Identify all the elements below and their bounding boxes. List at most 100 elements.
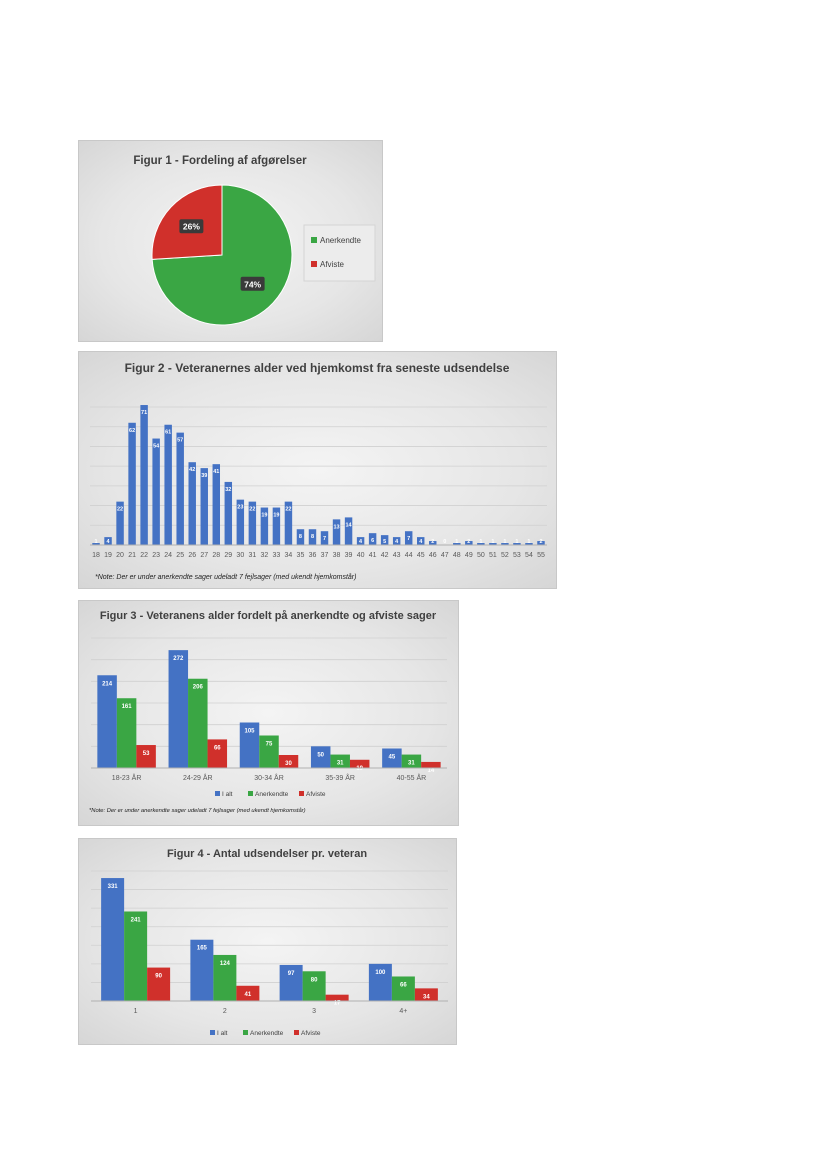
x-tick-label: 1 bbox=[134, 1008, 138, 1015]
x-tick-label: 22 bbox=[140, 552, 148, 559]
bar-data-label: 45 bbox=[389, 755, 396, 761]
bar-age-25 bbox=[176, 432, 184, 545]
bar-anerkendte bbox=[401, 754, 422, 768]
x-tick-label: 48 bbox=[453, 552, 461, 559]
bar-age-38 bbox=[332, 519, 341, 545]
bar-data-label: 124 bbox=[220, 961, 231, 967]
bar-age-23 bbox=[152, 438, 160, 545]
bar-data-label: 14 bbox=[428, 768, 435, 774]
x-tick-label: 3 bbox=[312, 1008, 316, 1015]
x-tick-label: 35 bbox=[297, 552, 305, 559]
x-tick-label: 43 bbox=[393, 552, 401, 559]
bar-data-label: 14 bbox=[346, 522, 353, 528]
bar-data-label: 32 bbox=[225, 487, 231, 493]
bar-data-label: 331 bbox=[108, 884, 119, 890]
bar-age-21 bbox=[128, 422, 136, 545]
x-tick-label: 21 bbox=[128, 552, 136, 559]
chart-note: *Note: Der er under anerkendte sager ude… bbox=[95, 573, 356, 581]
bar-data-label: 41 bbox=[213, 469, 219, 475]
figure-4-grouped-bar-chart: Figur 4 - Antal udsendelser pr. veteran 3… bbox=[78, 838, 457, 1045]
legend-swatch-anerkendte bbox=[248, 791, 253, 796]
bar-data-label: 7 bbox=[323, 536, 326, 542]
x-tick-label: 35-39 ÅR bbox=[325, 773, 355, 782]
bar-age-45 bbox=[416, 537, 425, 545]
bar-age-39 bbox=[344, 517, 353, 545]
bar-afviste bbox=[147, 967, 171, 1001]
bar-age-30 bbox=[236, 499, 245, 545]
bar-data-label: 1 bbox=[491, 539, 494, 545]
bar-data-label: 19 bbox=[356, 766, 363, 772]
legend-entry-anerkendte: Anerkendte bbox=[255, 791, 289, 798]
bar-data-label: 2 bbox=[467, 539, 470, 545]
bar-i-alt bbox=[97, 675, 117, 768]
bar-data-label: 34 bbox=[423, 994, 430, 1000]
bar-data-label: 2 bbox=[431, 539, 434, 545]
chart-note: *Note: Der er under anerkendte sager ude… bbox=[89, 807, 306, 814]
bar-age-22 bbox=[140, 405, 148, 545]
bar-afviste bbox=[207, 739, 228, 768]
x-tick-label: 40-55 ÅR bbox=[397, 773, 427, 782]
pie-data-label: 74% bbox=[244, 279, 261, 289]
bar-age-52 bbox=[501, 543, 509, 545]
bar-i-alt bbox=[368, 963, 392, 1001]
bar-data-label: 90 bbox=[155, 974, 162, 980]
bar-i-alt bbox=[310, 746, 331, 768]
bar-age-35 bbox=[296, 529, 305, 545]
bar-data-label: 57 bbox=[177, 438, 183, 444]
x-tick-label: 28 bbox=[212, 552, 220, 559]
bar-afviste bbox=[414, 988, 438, 1001]
age-bar-chart-svg: Figur 2 - Veteranernes alder ved hjemkom… bbox=[90, 361, 547, 581]
bar-data-label: 4 bbox=[107, 539, 111, 545]
x-tick-label: 42 bbox=[381, 552, 389, 559]
pie-label-box bbox=[240, 276, 265, 291]
bar-data-label: 39 bbox=[201, 473, 207, 479]
bar-afviste bbox=[236, 985, 260, 1001]
bar-age-46 bbox=[429, 541, 437, 545]
bar-data-label: 75 bbox=[266, 742, 273, 748]
pie-chart-svg: Figur 1 - Fordeling af afgørelser 74% 26% A… bbox=[133, 155, 376, 326]
bar-data-label: 206 bbox=[193, 685, 204, 691]
bar-age-18 bbox=[92, 543, 100, 545]
x-tick-label: 33 bbox=[273, 552, 281, 559]
bar-data-label: 161 bbox=[122, 704, 133, 710]
bar-data-label: 22 bbox=[117, 507, 123, 513]
bar-data-label: 22 bbox=[285, 507, 291, 513]
pie-label-box bbox=[179, 219, 204, 234]
bar-age-37 bbox=[320, 531, 329, 545]
bar-data-label: 105 bbox=[244, 729, 255, 735]
x-tick-label: 18 bbox=[92, 552, 100, 559]
bar-age-53 bbox=[513, 543, 521, 545]
bar-age-55 bbox=[537, 541, 545, 545]
bar-data-label: 241 bbox=[131, 917, 142, 923]
bar-data-label: 17 bbox=[334, 1001, 341, 1007]
x-tick-label: 51 bbox=[489, 552, 497, 559]
bar-age-34 bbox=[284, 501, 293, 545]
x-tick-label: 23 bbox=[152, 552, 160, 559]
bar-data-label: 30 bbox=[285, 761, 292, 767]
x-tick-label: 44 bbox=[405, 552, 413, 559]
x-tick-label: 41 bbox=[369, 552, 377, 559]
legend-swatch-afviste bbox=[311, 261, 317, 267]
bar-anerkendte bbox=[116, 698, 137, 768]
bar-i-alt bbox=[168, 650, 189, 768]
x-tick-label: 2 bbox=[223, 1008, 227, 1015]
x-tick-label: 30-34 ÅR bbox=[254, 773, 284, 782]
bar-data-label: 66 bbox=[214, 745, 221, 751]
bar-age-48 bbox=[453, 543, 461, 545]
age-group-bar-chart-svg: Figur 3 - Veteranens alder fordelt på an… bbox=[89, 610, 447, 814]
bar-data-label: 61 bbox=[165, 430, 171, 436]
bar-afviste bbox=[278, 755, 299, 768]
bar-data-label: 62 bbox=[129, 428, 135, 434]
x-tick-label: 27 bbox=[200, 552, 208, 559]
bar-data-label: 4 bbox=[419, 539, 423, 545]
bar-age-36 bbox=[308, 529, 317, 545]
bar-i-alt bbox=[239, 722, 260, 768]
bar-data-label: 7 bbox=[407, 536, 410, 542]
bar-i-alt bbox=[190, 939, 214, 1001]
bar-data-label: 50 bbox=[317, 752, 324, 758]
x-tick-label: 29 bbox=[224, 552, 232, 559]
bar-age-49 bbox=[465, 541, 473, 545]
x-tick-label: 30 bbox=[236, 552, 244, 559]
bar-data-label: 71 bbox=[141, 410, 147, 416]
bar-age-41 bbox=[368, 533, 377, 545]
